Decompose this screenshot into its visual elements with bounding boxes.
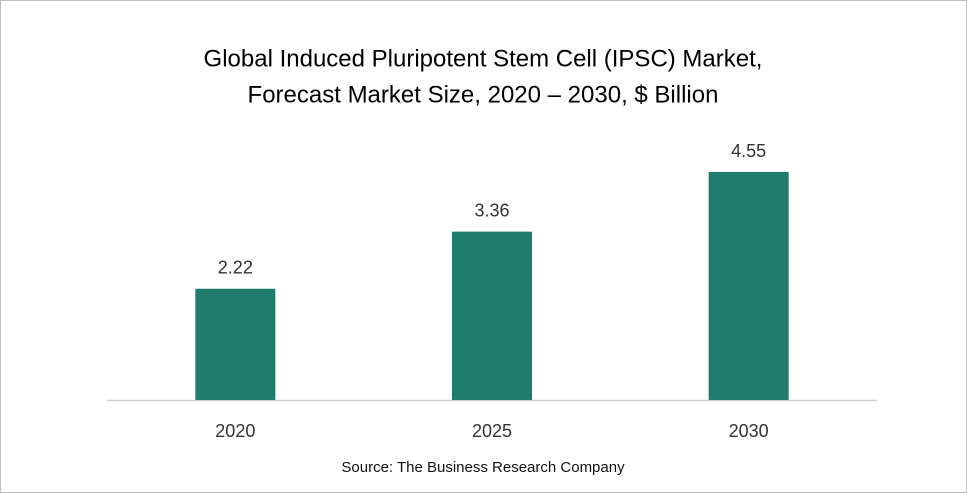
x-tick-label: 2025 xyxy=(472,421,512,441)
source: Source: The Business Research Company xyxy=(341,459,625,476)
chart-title: Forecast Market Size, 2020 – 2030, $ Bil… xyxy=(248,81,719,108)
value-label: 3.36 xyxy=(474,200,509,220)
bar xyxy=(708,172,789,400)
value-label: 4.55 xyxy=(731,141,766,161)
bar xyxy=(452,231,532,400)
value-label: 2.22 xyxy=(218,258,253,278)
x-tick-label: 2030 xyxy=(729,421,769,441)
bar xyxy=(195,288,276,400)
x-tick-label: 2020 xyxy=(215,421,255,441)
chart-title: Global Induced Pluripotent Stem Cell (IP… xyxy=(204,45,763,72)
